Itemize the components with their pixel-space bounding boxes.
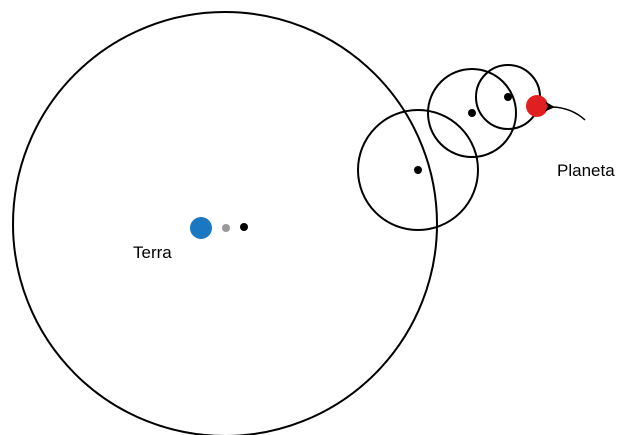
earth bbox=[190, 217, 212, 239]
epicycle-1 bbox=[357, 109, 479, 231]
planet bbox=[526, 95, 548, 117]
epicycle-2 bbox=[427, 68, 517, 158]
epicycle-center bbox=[468, 109, 476, 117]
deferent bbox=[12, 11, 438, 435]
epicycle-center bbox=[504, 93, 512, 101]
epicycle-center bbox=[414, 166, 422, 174]
earth-label: Terra bbox=[133, 243, 172, 262]
planet-label: Planeta bbox=[557, 161, 615, 180]
equant bbox=[222, 224, 230, 232]
deferent-center bbox=[240, 223, 248, 231]
arrow bbox=[544, 101, 586, 121]
